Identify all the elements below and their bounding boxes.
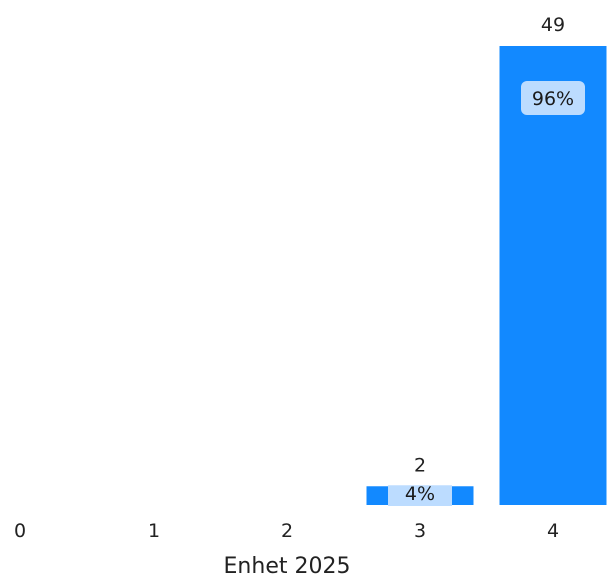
x-tick-label: 0	[14, 520, 26, 542]
percent-label: 96%	[532, 88, 574, 110]
x-tick-label: 3	[414, 520, 426, 542]
bars: 2 4% 49 96%	[367, 14, 607, 506]
x-tick-label: 1	[148, 520, 160, 542]
x-tick-label: 4	[547, 520, 559, 542]
bar-value-label: 49	[541, 14, 565, 36]
bar-value-label: 2	[414, 454, 426, 476]
percent-label: 4%	[405, 483, 435, 505]
x-axis-ticks: 0 1 2 3 4	[14, 520, 559, 542]
x-tick-label: 2	[281, 520, 293, 542]
x-axis-label: Enhet 2025	[224, 554, 351, 579]
